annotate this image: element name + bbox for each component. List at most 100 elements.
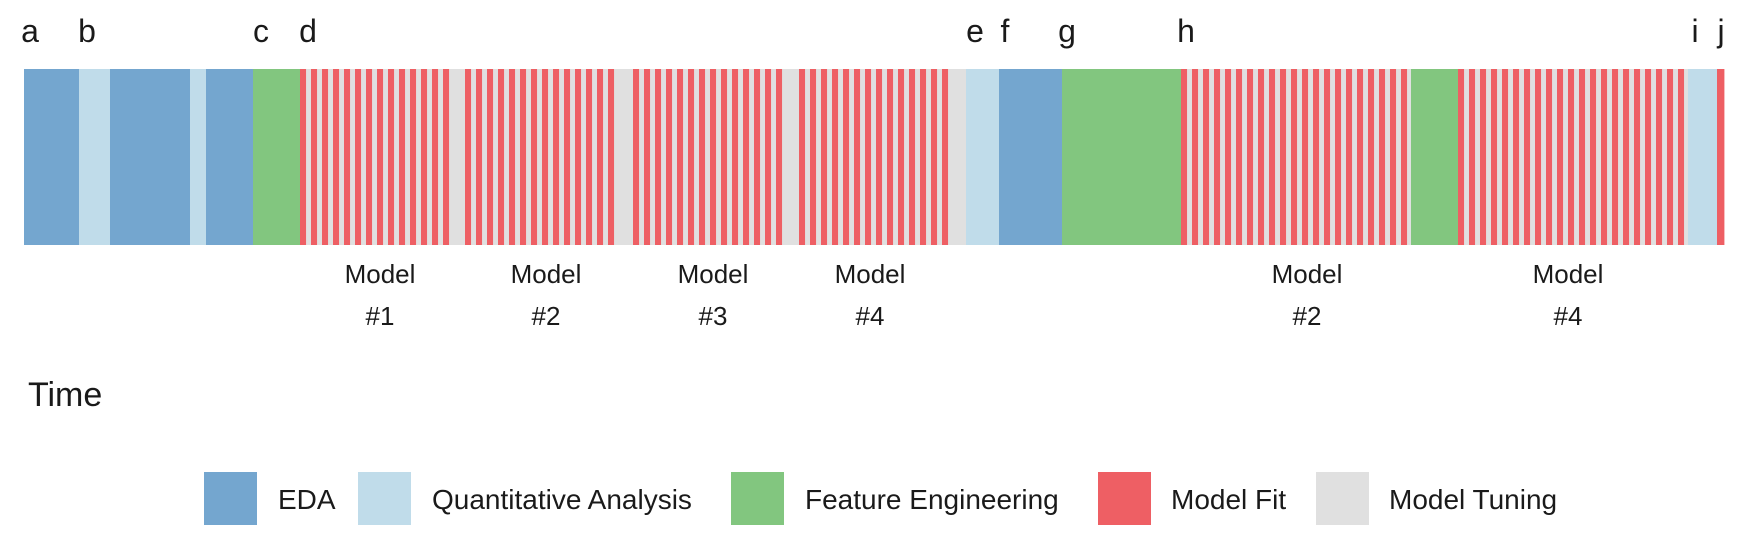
model-fit-stripe — [865, 69, 872, 245]
model-label: Model #4 — [1533, 259, 1604, 331]
model-label: Model #1 — [345, 259, 416, 331]
model-label-line1: Model — [835, 259, 906, 289]
model-fit-stripe — [688, 69, 695, 245]
model-fit-stripe — [1280, 69, 1287, 245]
legend-label: Feature Engineering — [805, 484, 1059, 515]
model-fit-stripe — [1579, 69, 1586, 245]
model-fit-stripe — [1291, 69, 1298, 245]
model-tuning-segment — [950, 69, 967, 245]
model-tuning-segment — [785, 69, 800, 245]
model-fit-stripe — [377, 69, 384, 245]
model-fit-stripe — [1324, 69, 1331, 245]
model-fit-stripe — [1623, 69, 1630, 245]
model-fit-stripe — [1335, 69, 1342, 245]
eda-segment — [206, 69, 254, 245]
model-label-line2: #4 — [1554, 301, 1583, 331]
x-axis-label: Time — [28, 376, 102, 414]
model-fit-stripe — [710, 69, 717, 245]
model-fit-stripe — [854, 69, 861, 245]
model-fit-stripe — [1612, 69, 1619, 245]
legend-item-fe: Feature Engineering — [731, 472, 1059, 525]
model-fit-stripe — [1357, 69, 1364, 245]
quantitative-analysis-segment — [966, 69, 1000, 245]
model-fit-stripe — [909, 69, 916, 245]
model-fit-stripe — [1601, 69, 1608, 245]
model-fit-stripe — [366, 69, 373, 245]
marker-b: b — [78, 13, 96, 49]
model-fit-stripe — [1401, 69, 1408, 245]
model-label: Model #4 — [835, 259, 906, 331]
model-fit-stripe — [843, 69, 850, 245]
model-fit-stripe — [1491, 69, 1498, 245]
model-fit-stripe — [608, 69, 615, 245]
model-fit-stripe — [333, 69, 340, 245]
legend-swatch — [204, 472, 257, 525]
eda-segment — [999, 69, 1063, 245]
model-fit-stripe — [666, 69, 673, 245]
model-fit-stripe — [1502, 69, 1509, 245]
model-fit-stripe — [1225, 69, 1232, 245]
model-fit-stripe — [1480, 69, 1487, 245]
model-fit-stripe — [1513, 69, 1520, 245]
model-fit-stripe — [564, 69, 571, 245]
model-fit-stripe — [1192, 69, 1199, 245]
legend-item-tune: Model Tuning — [1316, 472, 1557, 525]
legend-label: EDA — [278, 484, 336, 515]
model-fit-stripe — [821, 69, 828, 245]
model-fit-stripe — [799, 69, 806, 245]
legend-swatch — [731, 472, 784, 525]
model-label-line2: #2 — [532, 301, 561, 331]
model-fit-stripe — [1302, 69, 1309, 245]
marker-j: j — [1716, 13, 1724, 49]
model-label-line2: #3 — [699, 301, 728, 331]
legend-label: Quantitative Analysis — [432, 484, 692, 515]
eda-segment — [110, 69, 191, 245]
model-fit-stripe — [1557, 69, 1564, 245]
model-fit-stripe — [765, 69, 772, 245]
model-fit-stripe — [1368, 69, 1375, 245]
model-label-line1: Model — [1533, 259, 1604, 289]
model-label-line2: #2 — [1293, 301, 1322, 331]
model-fit-stripe — [344, 69, 351, 245]
model-fit-stripe — [677, 69, 684, 245]
model-fit-stripe — [1247, 69, 1254, 245]
model-fit-stripe — [355, 69, 362, 245]
model-fit-stripe — [432, 69, 439, 245]
model-fit-stripe — [1469, 69, 1476, 245]
model-fit-stripe — [399, 69, 406, 245]
model-fit-stripe — [655, 69, 662, 245]
model-label-line1: Model — [511, 259, 582, 289]
legend-item-eda: EDA — [204, 472, 336, 525]
model-label: Model #3 — [678, 259, 749, 331]
model-fit-stripe — [498, 69, 505, 245]
model-fit-stripe — [388, 69, 395, 245]
model-fit-stripe — [1203, 69, 1210, 245]
model-fit-stripe — [721, 69, 728, 245]
marker-e: e — [966, 13, 984, 49]
marker-h: h — [1177, 13, 1195, 49]
quantitative-analysis-segment — [1688, 69, 1718, 245]
model-fit-stripe — [887, 69, 894, 245]
model-fit-stripe — [1313, 69, 1320, 245]
model-fit-stripe — [732, 69, 739, 245]
quantitative-analysis-segment — [79, 69, 111, 245]
model-fit-stripe — [898, 69, 905, 245]
marker-f: f — [1001, 13, 1010, 49]
model-fit-stripe — [810, 69, 817, 245]
model-fit-stripe — [586, 69, 593, 245]
feature-engineering-segment — [1411, 69, 1459, 245]
model-label-line2: #1 — [366, 301, 395, 331]
legend-label: Model Tuning — [1389, 484, 1557, 515]
model-fit-stripe — [931, 69, 938, 245]
model-fit-stripe — [1634, 69, 1641, 245]
model-fit-stripe — [1236, 69, 1243, 245]
model-fit-stripe — [1535, 69, 1542, 245]
alternating-fit-tune-segment — [799, 69, 950, 245]
model-fit-stripe — [1379, 69, 1386, 245]
legend-swatch — [1098, 472, 1151, 525]
alternating-fit-tune-segment — [300, 69, 452, 245]
legend-item-fit: Model Fit — [1098, 472, 1286, 525]
model-fit-stripe — [1568, 69, 1575, 245]
